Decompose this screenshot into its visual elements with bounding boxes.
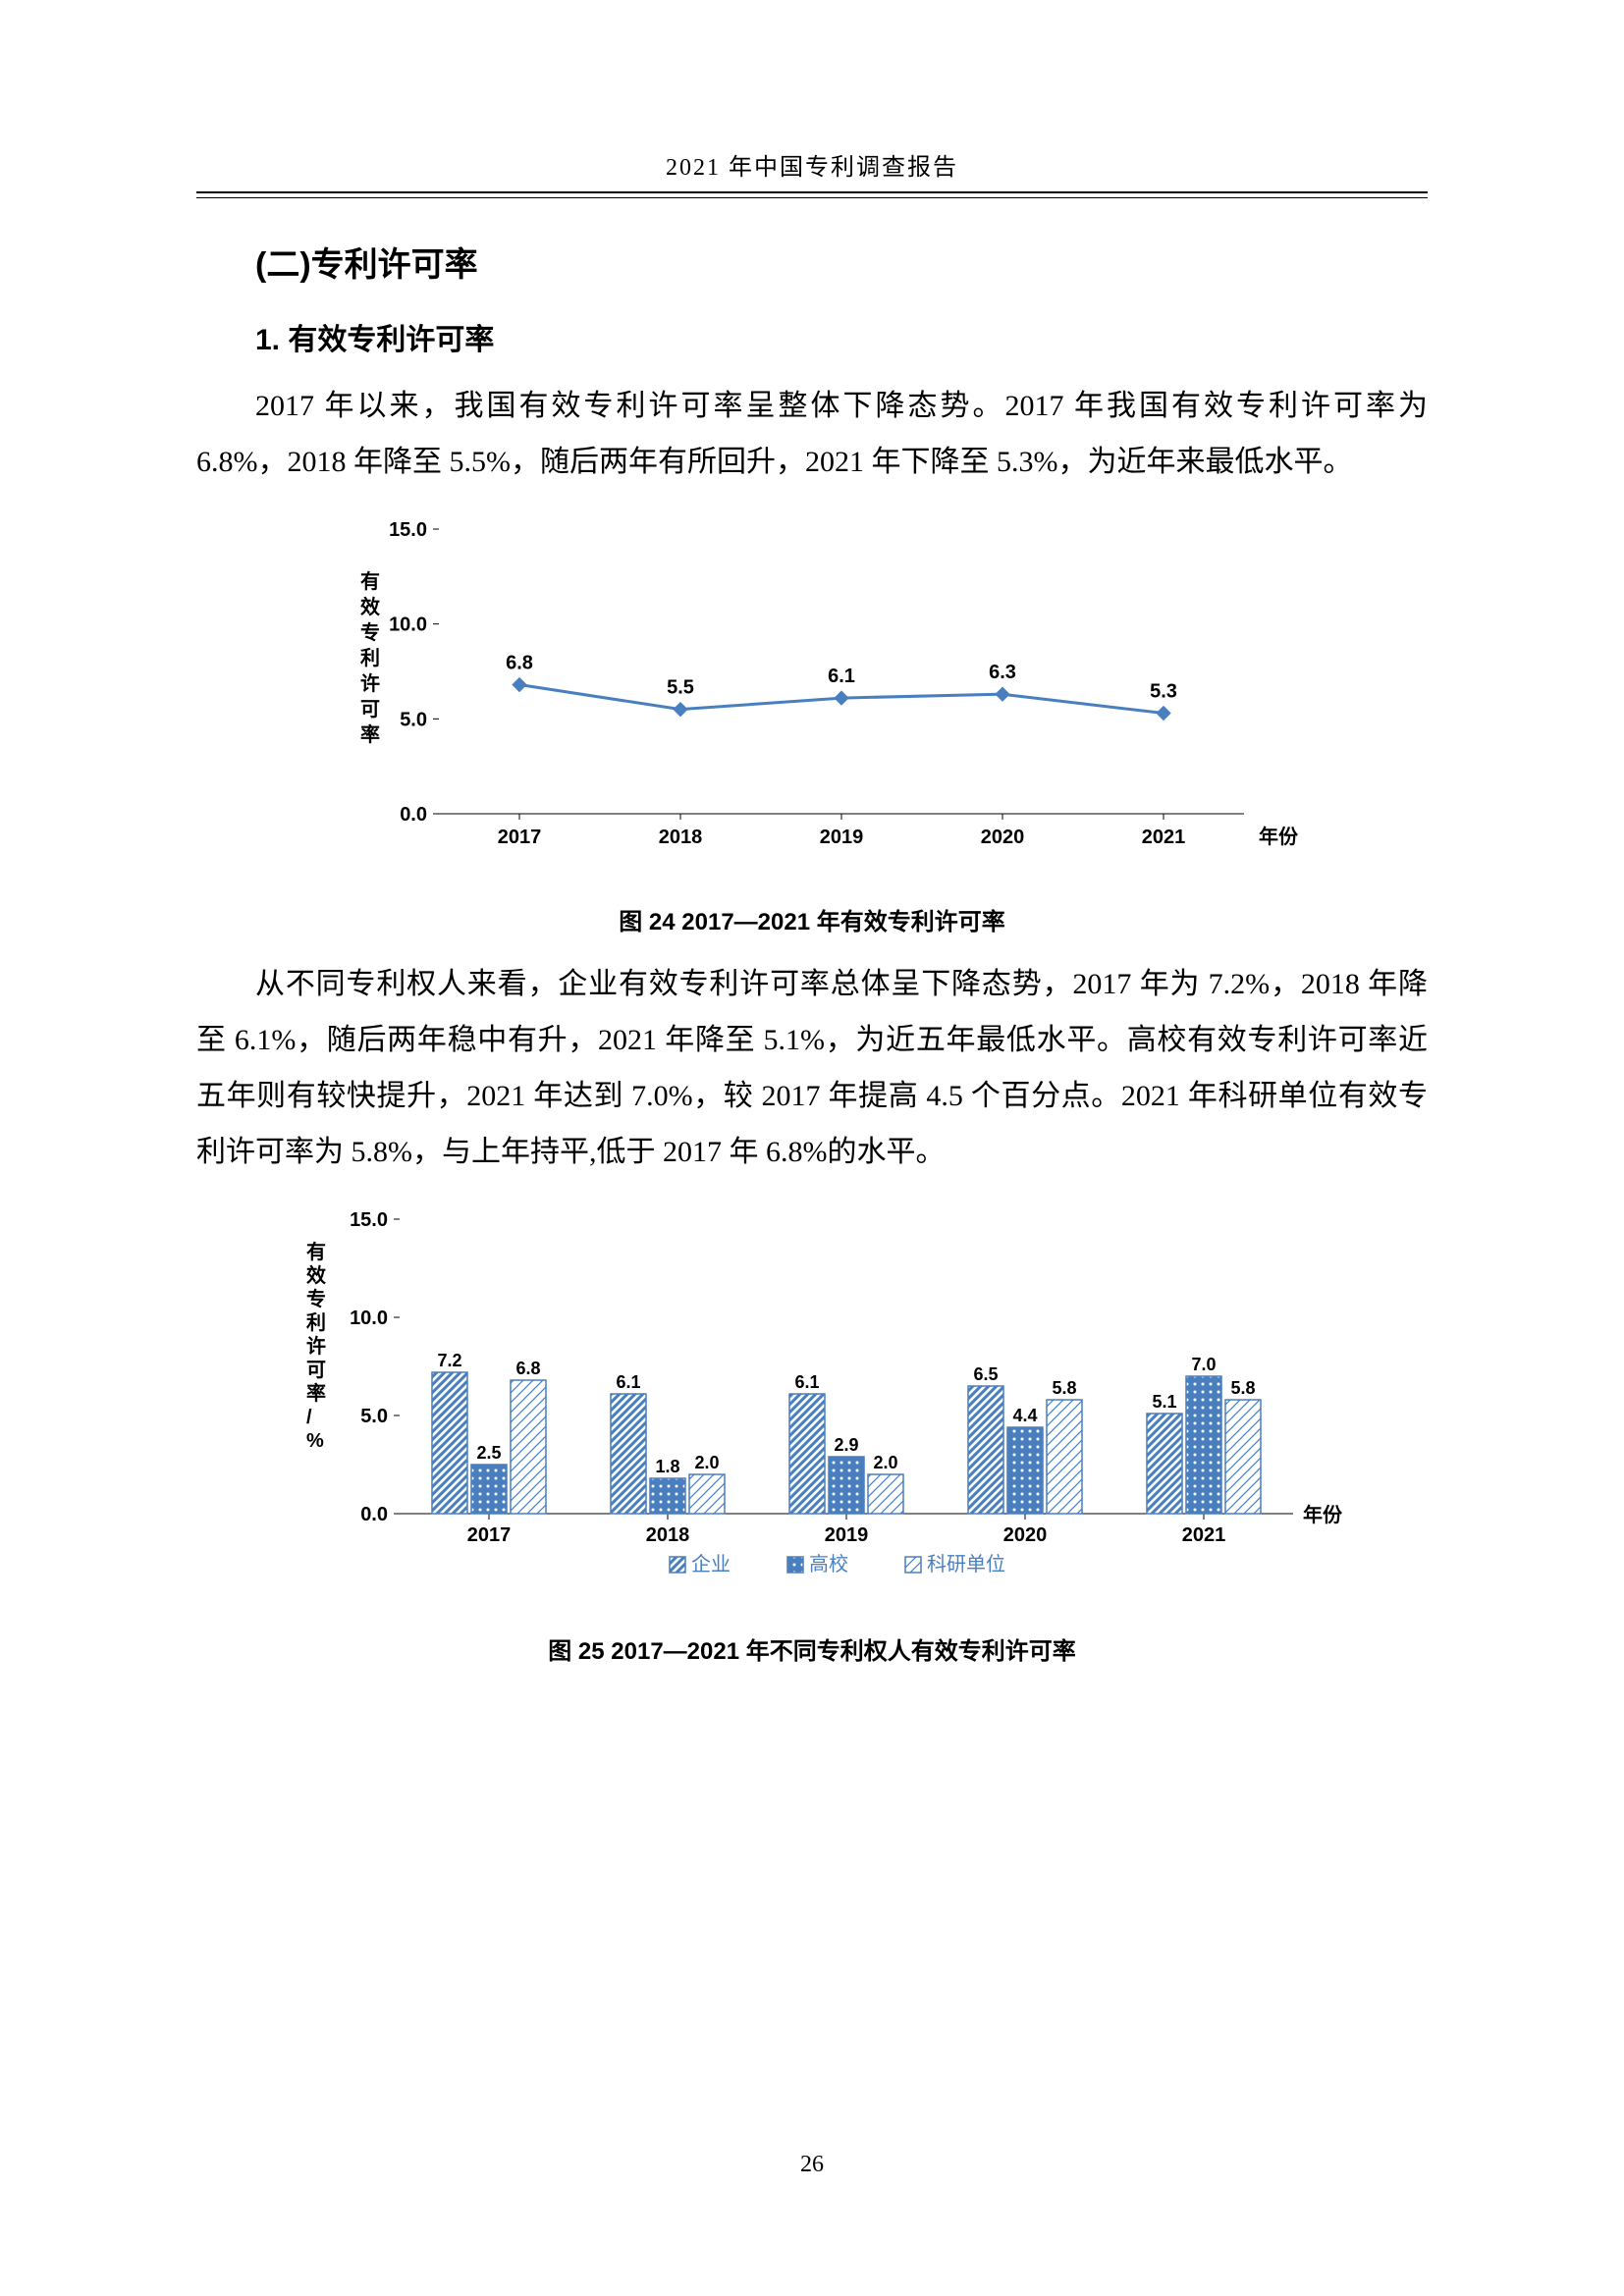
svg-text:6.8: 6.8 — [506, 653, 533, 674]
paragraph-2: 从不同专利权人来看，企业有效专利许可率总体呈下降态势，2017 年为 7.2%，… — [196, 956, 1428, 1180]
svg-text:利: 利 — [360, 647, 380, 669]
svg-text:企业: 企业 — [691, 1553, 731, 1575]
svg-text:4.4: 4.4 — [1012, 1406, 1037, 1425]
svg-text:科研单位: 科研单位 — [927, 1553, 1005, 1575]
svg-text:15.0: 15.0 — [350, 1209, 388, 1231]
svg-text:7.0: 7.0 — [1191, 1355, 1216, 1374]
svg-text:2.0: 2.0 — [873, 1453, 897, 1472]
grouped-bar-chart: 0.0 5.0 10.0 15.0 有效专利许可率/% 2017 7.2 2.5 6.8 2018… — [272, 1200, 1352, 1592]
page-number: 26 — [0, 2152, 1624, 2178]
svg-text:专: 专 — [306, 1287, 326, 1310]
svg-text:率: 率 — [360, 722, 380, 746]
svg-text:0.0: 0.0 — [400, 804, 427, 826]
svg-text:2020: 2020 — [981, 827, 1025, 848]
svg-text:5.5: 5.5 — [667, 677, 694, 699]
svg-text:高校: 高校 — [809, 1553, 848, 1575]
svg-text:10.0: 10.0 — [389, 614, 427, 636]
svg-text:效: 效 — [306, 1263, 326, 1287]
running-header: 2021 年中国专利调查报告 — [196, 147, 1428, 182]
svg-text:有: 有 — [360, 569, 380, 593]
page: 2021 年中国专利调查报告 (二)专利许可率 1. 有效专利许可率 2017 … — [0, 0, 1624, 2296]
svg-text:5.8: 5.8 — [1052, 1378, 1076, 1398]
svg-text:2.5: 2.5 — [476, 1443, 501, 1463]
svg-text:效: 效 — [360, 595, 380, 618]
svg-text:可: 可 — [306, 1360, 326, 1381]
svg-text:2018: 2018 — [659, 827, 703, 848]
svg-text:1.8: 1.8 — [655, 1457, 679, 1476]
svg-text:有: 有 — [306, 1240, 326, 1263]
svg-text:6.8: 6.8 — [515, 1359, 540, 1378]
sub-heading-1: 1. 有效专利许可率 — [255, 315, 1428, 358]
svg-text:2019: 2019 — [820, 827, 864, 848]
paragraph-1: 2017 年以来，我国有效专利许可率呈整体下降态势。2017 年我国有效专利许可… — [196, 378, 1428, 490]
svg-text:0.0: 0.0 — [360, 1504, 388, 1525]
svg-text:10.0: 10.0 — [350, 1308, 388, 1329]
figure-24-caption: 图 24 2017—2021 年有效专利许可率 — [196, 902, 1428, 936]
svg-text:5.0: 5.0 — [400, 709, 427, 730]
section-heading: (二)专利许可率 — [255, 238, 1428, 286]
svg-text:许: 许 — [360, 671, 380, 695]
svg-text:可: 可 — [360, 699, 380, 721]
svg-text:许: 许 — [306, 1334, 326, 1358]
svg-text:6.1: 6.1 — [828, 666, 855, 687]
svg-text:%: % — [306, 1430, 324, 1452]
svg-text:6.1: 6.1 — [794, 1372, 819, 1392]
svg-text:2.9: 2.9 — [834, 1435, 858, 1455]
svg-text:5.1: 5.1 — [1152, 1392, 1176, 1412]
svg-text:2021: 2021 — [1182, 1524, 1226, 1546]
svg-text:2020: 2020 — [1003, 1524, 1048, 1546]
svg-text:5.0: 5.0 — [360, 1406, 388, 1427]
svg-text:2017: 2017 — [498, 827, 542, 848]
chart-1-wrap: 0.0 5.0 10.0 15.0 有效专利许可率 2017 2018 2019 2020 202… — [196, 509, 1428, 863]
figure-25-caption: 图 25 2017—2021 年不同专利权人有效专利许可率 — [196, 1631, 1428, 1666]
svg-text:年份: 年份 — [1303, 1503, 1343, 1526]
svg-text:2018: 2018 — [646, 1524, 690, 1546]
svg-text:2.0: 2.0 — [694, 1453, 719, 1472]
svg-text:5.3: 5.3 — [1150, 681, 1177, 703]
svg-text:率: 率 — [306, 1381, 326, 1405]
svg-text:利: 利 — [306, 1311, 326, 1334]
header-rule — [196, 191, 1428, 198]
svg-text:6.3: 6.3 — [989, 662, 1016, 683]
svg-text:2019: 2019 — [825, 1524, 869, 1546]
svg-text:5.8: 5.8 — [1230, 1378, 1255, 1398]
svg-text:15.0: 15.0 — [389, 519, 427, 541]
line-chart: 0.0 5.0 10.0 15.0 有效专利许可率 2017 2018 2019 2020 202… — [321, 509, 1303, 863]
svg-text:专: 专 — [360, 620, 380, 644]
svg-text:6.1: 6.1 — [616, 1372, 640, 1392]
svg-text:/: / — [306, 1407, 312, 1428]
svg-text:6.5: 6.5 — [973, 1364, 998, 1384]
chart-2-wrap: 0.0 5.0 10.0 15.0 有效专利许可率/% 2017 7.2 2.5 6.8 2018… — [196, 1200, 1428, 1592]
svg-text:年份: 年份 — [1259, 825, 1299, 848]
svg-text:2017: 2017 — [467, 1524, 512, 1546]
svg-text:2021: 2021 — [1142, 827, 1186, 848]
svg-text:7.2: 7.2 — [437, 1351, 461, 1370]
